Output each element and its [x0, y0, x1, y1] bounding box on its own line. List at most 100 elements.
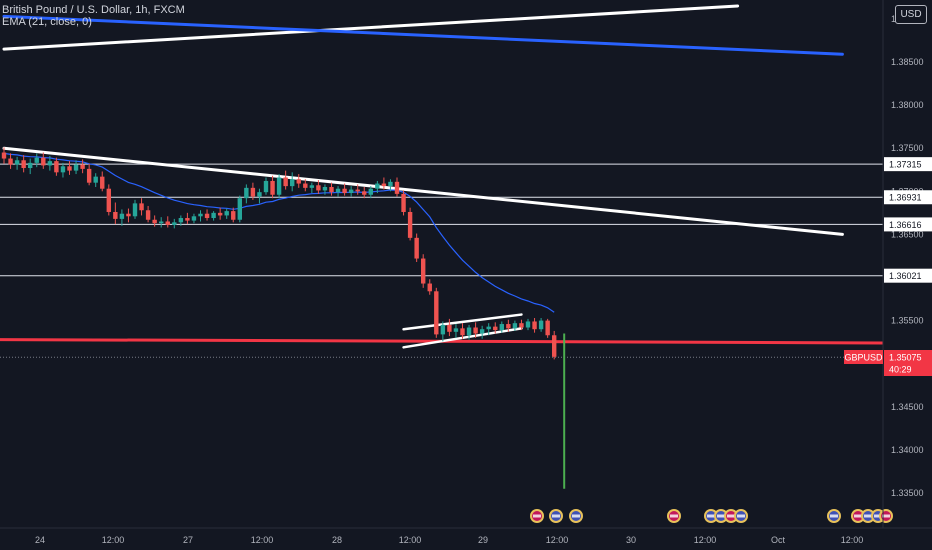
candle-body	[34, 157, 39, 163]
time-tick-label: 24	[35, 535, 45, 545]
candle-body	[401, 193, 406, 212]
ema-polyline	[3, 152, 555, 313]
time-tick-label: 29	[478, 535, 488, 545]
level-tags: 1.37315 1.36931 1.36616 1.36021	[884, 157, 932, 283]
candle-body	[486, 326, 491, 330]
candle-body	[165, 221, 170, 225]
candle-body	[460, 328, 465, 336]
candle-body	[21, 160, 26, 169]
event-marker-stripe	[874, 514, 882, 518]
candle-body	[47, 161, 53, 166]
price-tick-label: 1.34500	[891, 402, 924, 412]
price-tick-label: 1.38500	[891, 57, 924, 67]
candle-body	[276, 177, 282, 195]
candle-body	[139, 203, 144, 211]
trendline[interactable]	[2, 146, 844, 236]
candle-body	[185, 218, 190, 221]
candle-body	[28, 162, 33, 169]
level-tag-bg	[884, 217, 932, 232]
candle-body	[263, 180, 269, 193]
price-tick-label: 1.33500	[891, 488, 924, 498]
candle-body	[60, 166, 66, 173]
trendline[interactable]	[2, 4, 740, 51]
candle-body	[211, 212, 216, 219]
candle-body	[453, 328, 459, 332]
candle-body	[348, 189, 354, 194]
candle-body	[67, 166, 72, 171]
candle-body	[1, 152, 7, 159]
candle-body	[447, 324, 452, 332]
trendline[interactable]	[402, 313, 523, 331]
candle-body	[172, 222, 177, 225]
time-tick-label: 12:00	[841, 535, 864, 545]
candle-body	[414, 237, 419, 259]
level-tag-bg	[884, 268, 932, 283]
candle-body	[519, 323, 524, 328]
candle-body	[100, 176, 105, 189]
candle-body	[538, 320, 544, 330]
candle-body	[296, 179, 301, 184]
candle-body	[250, 187, 256, 197]
trendline[interactable]	[2, 14, 844, 56]
candle-body	[270, 180, 275, 195]
candle-body	[191, 216, 197, 221]
candle-body	[532, 321, 537, 330]
candle-body	[126, 213, 131, 217]
candle-body	[152, 219, 157, 224]
chart-legend[interactable]: British Pound / U.S. Dollar, 1h, FXCM EM…	[2, 4, 185, 28]
candle-body	[427, 283, 432, 292]
candle-body	[493, 326, 498, 331]
candle-body	[545, 320, 550, 336]
price-tick-label: 1.37500	[891, 143, 924, 153]
price-tick-label: 1.38000	[891, 100, 924, 110]
event-marker-stripe	[670, 514, 678, 518]
currency-button[interactable]: USD	[895, 5, 927, 24]
event-marker-stripe	[727, 514, 735, 518]
price-tick-label: 1.36500	[891, 229, 924, 239]
candle-body	[322, 186, 328, 191]
candle-body	[86, 168, 92, 183]
candle-body	[388, 181, 393, 187]
symbol-tag-bg	[844, 350, 883, 364]
event-marker-stripe	[854, 514, 862, 518]
indicator-label[interactable]: EMA (21, close, 0)	[2, 16, 92, 28]
time-tick-label: 12:00	[251, 535, 274, 545]
time-tick-label: 12:00	[102, 535, 125, 545]
time-axis[interactable]: 24 12:00 27 12:00 28 12:00 29 12:00 30 12:00 Oct 12…	[35, 535, 863, 545]
level-tag-text: 1.36021	[889, 271, 922, 281]
candle-body	[368, 188, 373, 195]
event-marker-stripe	[552, 514, 560, 518]
candles	[1, 147, 557, 360]
event-marker-stripe	[533, 514, 541, 518]
candle-body	[440, 324, 446, 335]
candle-body	[506, 324, 511, 329]
level-tag-bg	[884, 157, 932, 172]
time-tick-label: 12:00	[399, 535, 422, 545]
price-tick-label: 1.34000	[891, 445, 924, 455]
candle-body	[231, 211, 236, 220]
symbol-title[interactable]: British Pound / U.S. Dollar, 1h, FXCM	[2, 4, 185, 16]
candle-body	[309, 185, 315, 188]
candle-body	[421, 258, 426, 284]
trendlines[interactable]	[2, 4, 844, 349]
candle-body	[204, 213, 210, 219]
candle-body	[224, 211, 229, 216]
time-tick-label: 27	[183, 535, 193, 545]
candle-body	[217, 212, 223, 216]
price-tick-label: 1.35500	[891, 316, 924, 326]
level-tag-bg	[884, 190, 932, 205]
time-tick-label: Oct	[771, 535, 786, 545]
candle-body	[41, 157, 46, 166]
candle-body	[198, 213, 203, 217]
candle-body	[375, 183, 380, 189]
candle-body	[80, 164, 85, 169]
candle-body	[14, 160, 20, 165]
candle-body	[479, 329, 485, 334]
time-tick-label: 12:00	[694, 535, 717, 545]
candle-body	[499, 324, 504, 331]
price-tag-bg	[884, 350, 932, 376]
time-tick-label: 12:00	[546, 535, 569, 545]
event-marker-stripe	[707, 514, 715, 518]
candle-body	[132, 203, 138, 217]
